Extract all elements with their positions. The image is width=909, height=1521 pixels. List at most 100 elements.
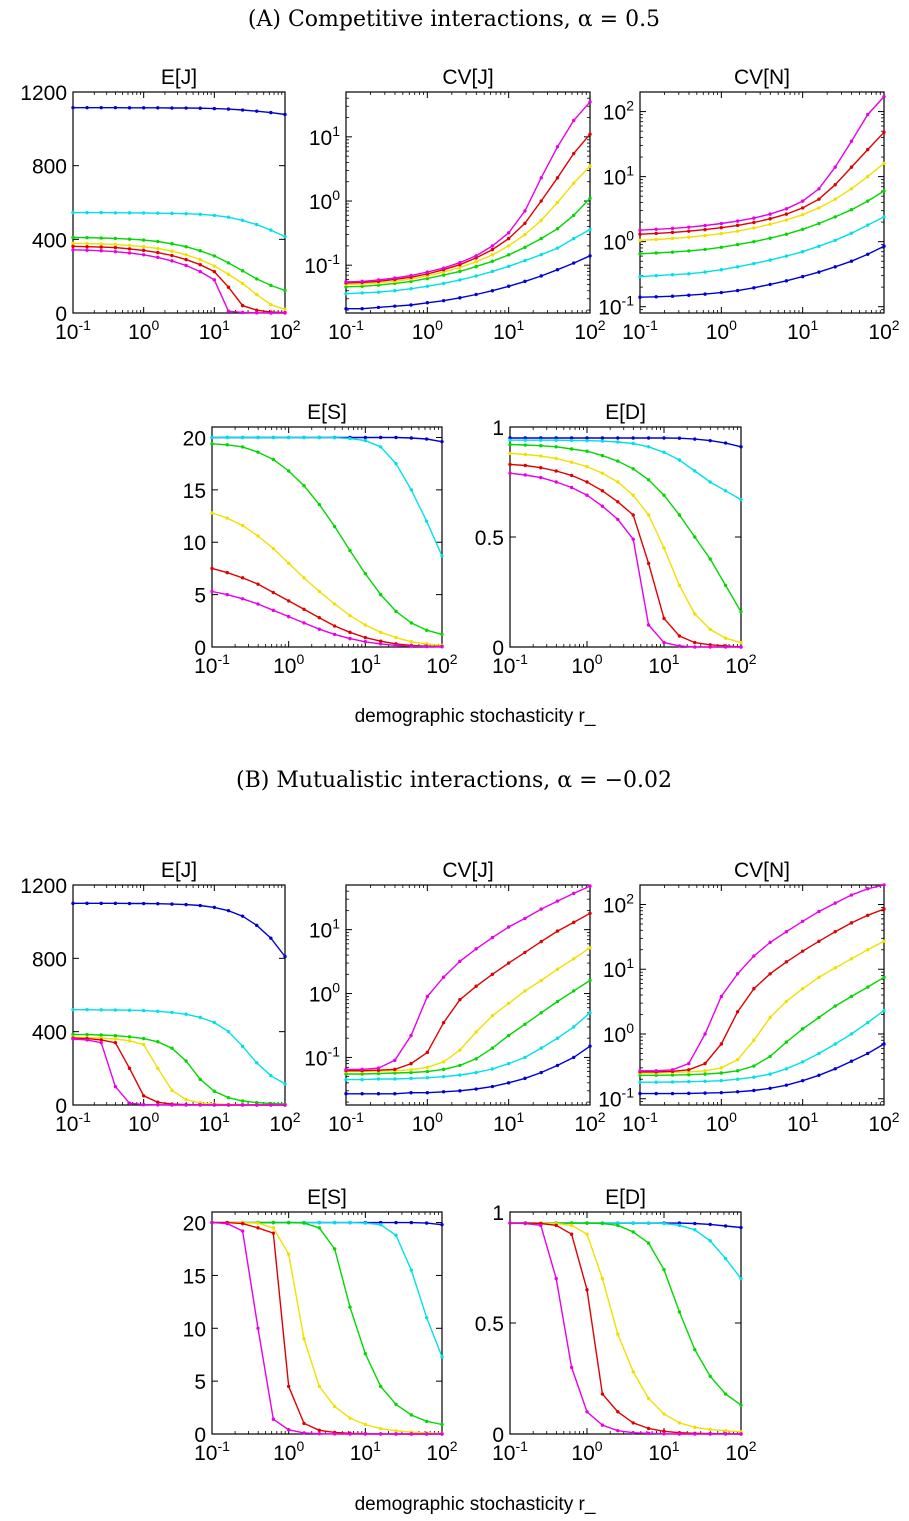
data-point-magenta — [255, 1103, 259, 1107]
data-point-blue — [585, 436, 589, 440]
data-point-magenta — [569, 485, 574, 490]
y-tick-label: 400 — [32, 229, 67, 252]
data-point-blue — [363, 435, 368, 440]
data-point-magenta — [141, 253, 146, 257]
data-point-red — [687, 229, 691, 233]
data-point-yellow — [113, 1037, 118, 1041]
data-point-magenta — [226, 309, 231, 313]
data-point-magenta — [638, 1069, 642, 1073]
data-point-magenta — [376, 278, 381, 282]
data-point-yellow — [572, 957, 576, 961]
data-point-green — [170, 242, 174, 246]
x-tick-label: 101 — [787, 1109, 818, 1136]
data-point-blue — [569, 436, 574, 440]
series-line-cyan — [640, 1010, 885, 1083]
data-point-magenta — [555, 899, 560, 903]
data-point-yellow — [866, 174, 870, 179]
data-point-yellow — [555, 967, 560, 971]
data-point-blue — [344, 307, 348, 311]
data-point-green — [849, 994, 854, 999]
data-point-cyan — [693, 1228, 697, 1232]
data-point-cyan — [539, 438, 543, 442]
data-point-cyan — [212, 1020, 217, 1025]
data-point-cyan — [677, 1223, 682, 1228]
data-point-green — [600, 453, 605, 458]
series-line-red — [72, 245, 286, 314]
data-point-red — [441, 1020, 446, 1025]
data-point-cyan — [670, 273, 675, 277]
data-point-blue — [849, 259, 854, 263]
data-point-blue — [226, 908, 231, 913]
data-point-red — [286, 599, 291, 603]
x-tick-label: 100 — [571, 1438, 602, 1465]
x-tick-label: 100 — [706, 1109, 737, 1136]
data-point-blue — [723, 1224, 728, 1228]
data-point-green — [440, 632, 444, 637]
data-point-cyan — [646, 1221, 651, 1225]
data-point-green — [440, 1422, 444, 1427]
data-point-magenta — [393, 1058, 397, 1063]
data-point-green — [833, 1004, 837, 1008]
data-point-yellow — [600, 471, 605, 475]
series-line-green — [72, 1033, 286, 1105]
data-point-blue — [693, 1221, 697, 1226]
data-point-red — [638, 232, 642, 236]
data-point-green — [588, 196, 592, 201]
data-point-cyan — [198, 1015, 202, 1020]
data-point-blue — [127, 106, 132, 110]
data-point-magenta — [739, 645, 743, 649]
data-point-blue — [882, 244, 886, 248]
series-line-blue — [639, 245, 885, 298]
data-point-yellow — [458, 1048, 462, 1052]
data-point-yellow — [631, 493, 635, 497]
data-point-blue — [687, 1091, 691, 1096]
data-point-yellow — [708, 627, 712, 632]
data-point-red — [225, 570, 229, 575]
data-point-magenta — [572, 118, 576, 123]
data-point-yellow — [585, 1232, 589, 1236]
data-point-blue — [85, 105, 89, 110]
data-point-magenta — [723, 1432, 728, 1436]
x-tick-label: 100 — [128, 317, 159, 344]
data-point-green — [882, 189, 886, 193]
data-point-red — [409, 1061, 413, 1066]
data-point-green — [555, 227, 560, 231]
data-point-cyan — [212, 213, 217, 218]
data-point-yellow — [723, 1428, 728, 1433]
data-point-cyan — [360, 291, 364, 295]
data-point-blue — [474, 1087, 478, 1091]
data-point-yellow — [474, 260, 478, 264]
series-line-yellow — [212, 1221, 443, 1435]
data-point-green — [240, 269, 245, 273]
y-tick-label: 101 — [309, 916, 340, 943]
data-point-red — [302, 607, 306, 611]
data-point-green — [631, 467, 635, 471]
data-point-yellow — [768, 222, 772, 226]
data-point-blue — [555, 1063, 560, 1068]
data-point-green — [283, 288, 287, 293]
data-point-cyan — [210, 435, 214, 440]
data-point-green — [539, 444, 543, 448]
data-point-magenta — [71, 1037, 75, 1041]
data-point-magenta — [344, 1067, 348, 1072]
data-point-magenta — [600, 504, 605, 508]
x-tick-label: 102 — [574, 317, 605, 344]
data-point-red — [768, 972, 772, 976]
data-point-red — [833, 929, 837, 934]
y-tick-label: 100 — [309, 980, 340, 1007]
data-point-magenta — [302, 621, 306, 625]
panel-a-es: E[S] 10-1 100 101 102 0 5 10 15 20 — [183, 401, 458, 678]
data-point-cyan — [670, 1080, 675, 1084]
data-point-green — [409, 1413, 414, 1417]
data-point-yellow — [156, 246, 160, 251]
data-point-green — [458, 1063, 462, 1068]
data-point-blue — [600, 436, 605, 440]
data-point-blue — [817, 1073, 821, 1078]
data-point-blue — [708, 438, 712, 443]
data-point-blue — [409, 1091, 413, 1095]
x-tick-label: 10-1 — [492, 651, 528, 678]
data-point-blue — [490, 1084, 495, 1089]
data-point-green — [490, 1046, 495, 1050]
data-point-green — [523, 245, 527, 250]
data-point-yellow — [833, 966, 837, 970]
